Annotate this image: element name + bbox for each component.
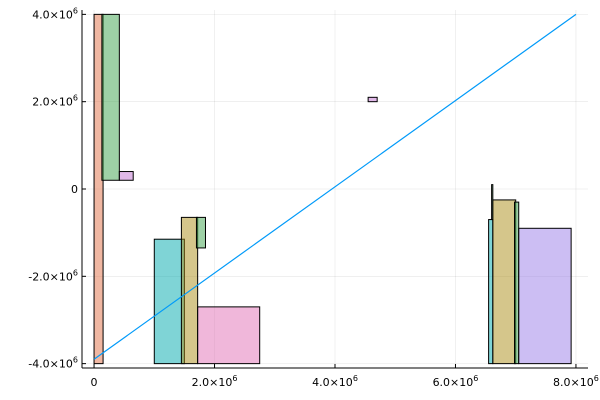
x-axis-ticks: 0 2.0×106 4.0×106 6.0×106 8.0×106 xyxy=(91,364,599,389)
bar xyxy=(492,199,517,365)
x-tick-label: 8.0×106 xyxy=(553,374,599,389)
y-tick-label: 4.0×106 xyxy=(32,6,78,21)
bar xyxy=(367,96,378,103)
bar-series xyxy=(93,13,572,365)
x-tick-label: 0 xyxy=(91,376,98,389)
y-tick-label: 2.0×106 xyxy=(32,94,78,109)
y-tick-label: -2.0×106 xyxy=(28,268,78,283)
bar xyxy=(101,13,120,181)
y-tick-label: -4.0×106 xyxy=(28,356,78,371)
y-tick-label: 0 xyxy=(71,183,78,196)
bar xyxy=(153,238,185,365)
bar xyxy=(93,13,104,365)
line-series xyxy=(93,13,577,360)
x-tick-label: 2.0×106 xyxy=(192,374,238,389)
bar xyxy=(514,201,520,365)
x-tick-label: 4.0×106 xyxy=(312,374,358,389)
bar xyxy=(195,216,206,249)
x-tick-label: 6.0×106 xyxy=(433,374,479,389)
bar xyxy=(118,171,134,181)
series-line xyxy=(93,13,577,360)
bar xyxy=(197,306,261,365)
bar xyxy=(488,219,494,365)
bar xyxy=(518,227,572,365)
y-axis-ticks: 4.0×106 2.0×106 0 -2.0×106 -4.0×106 xyxy=(28,6,86,371)
